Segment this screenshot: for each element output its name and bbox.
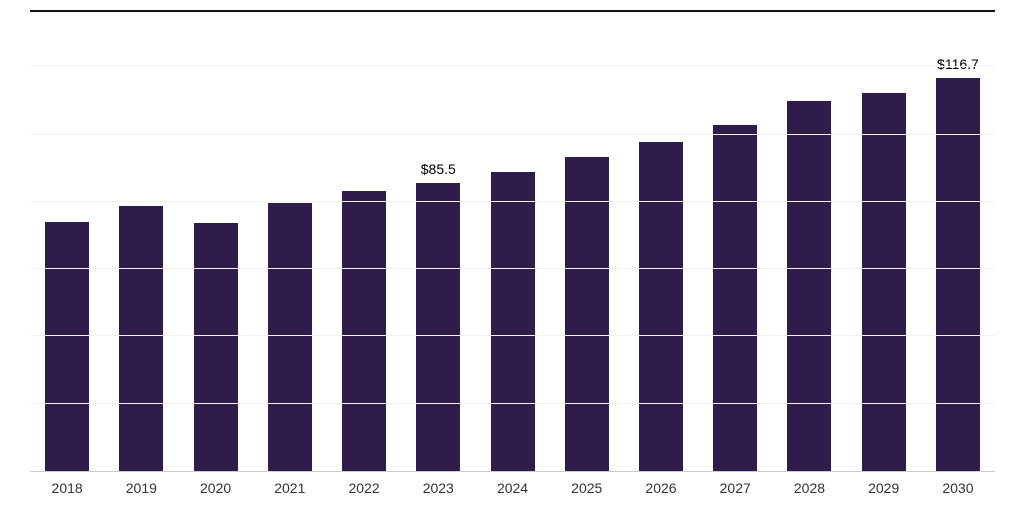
bar-2020 bbox=[193, 223, 238, 471]
x-tick-2024: 2024 bbox=[496, 480, 529, 496]
x-tick-2025: 2025 bbox=[571, 480, 603, 496]
x-tick-2023: 2023 bbox=[422, 480, 454, 496]
bar-column-2019: 2019 bbox=[104, 0, 178, 496]
gridline-100 bbox=[30, 133, 995, 135]
x-tick-2028: 2028 bbox=[793, 480, 826, 496]
bar-2021 bbox=[267, 203, 312, 471]
gridline-80 bbox=[30, 200, 995, 202]
gridline-120 bbox=[30, 66, 995, 68]
bars-row: 2018 2019 2020 2021 2022 $85.5 2023 2024 2025 202… bbox=[30, 0, 995, 496]
bar-2018 bbox=[45, 222, 90, 471]
bar-2028 bbox=[787, 100, 832, 471]
bar-column-2029: 2029 bbox=[847, 0, 921, 496]
bar-column-2020: 2020 bbox=[178, 0, 252, 496]
x-tick-2020: 2020 bbox=[200, 480, 232, 496]
bar-column-2027: 2027 bbox=[698, 0, 772, 496]
bar-2019 bbox=[119, 205, 164, 471]
bar-2024 bbox=[490, 172, 535, 471]
bar-column-2023: $85.5 2023 bbox=[401, 0, 475, 496]
bar-column-2028: 2028 bbox=[772, 0, 846, 496]
x-tick-2030: 2030 bbox=[942, 480, 974, 496]
bar-value-label-2023: $85.5 bbox=[420, 161, 456, 178]
bar-column-2018: 2018 bbox=[30, 0, 104, 496]
bar-2027 bbox=[713, 124, 758, 471]
plot-area: 2018 2019 2020 2021 2022 $85.5 2023 2024 2025 202… bbox=[30, 0, 995, 496]
x-tick-2022: 2022 bbox=[348, 480, 380, 496]
bar-2022 bbox=[342, 190, 387, 471]
bar-2025 bbox=[564, 157, 609, 471]
bar-column-2022: 2022 bbox=[327, 0, 401, 496]
x-tick-2019: 2019 bbox=[125, 480, 157, 496]
gridline-20 bbox=[30, 402, 995, 404]
x-tick-2018: 2018 bbox=[51, 480, 83, 496]
bar-2029 bbox=[861, 92, 906, 471]
bar-column-2021: 2021 bbox=[253, 0, 327, 496]
bar-column-2030: $116.7 2030 bbox=[921, 0, 995, 496]
gridline-40 bbox=[30, 335, 995, 337]
bar-value-label-2030: $116.7 bbox=[937, 56, 979, 73]
bar-column-2024: 2024 bbox=[475, 0, 549, 496]
x-tick-2027: 2027 bbox=[719, 480, 751, 496]
x-tick-2026: 2026 bbox=[645, 480, 677, 496]
bar-2026 bbox=[638, 141, 683, 471]
bar-2030 bbox=[935, 78, 980, 471]
bar-2023 bbox=[416, 183, 461, 471]
top-rule bbox=[30, 10, 995, 12]
gridline-60 bbox=[30, 268, 995, 270]
bar-column-2026: 2026 bbox=[624, 0, 698, 496]
bar-column-2025: 2025 bbox=[550, 0, 624, 496]
x-tick-2029: 2029 bbox=[868, 480, 900, 496]
x-tick-2021: 2021 bbox=[274, 480, 306, 496]
